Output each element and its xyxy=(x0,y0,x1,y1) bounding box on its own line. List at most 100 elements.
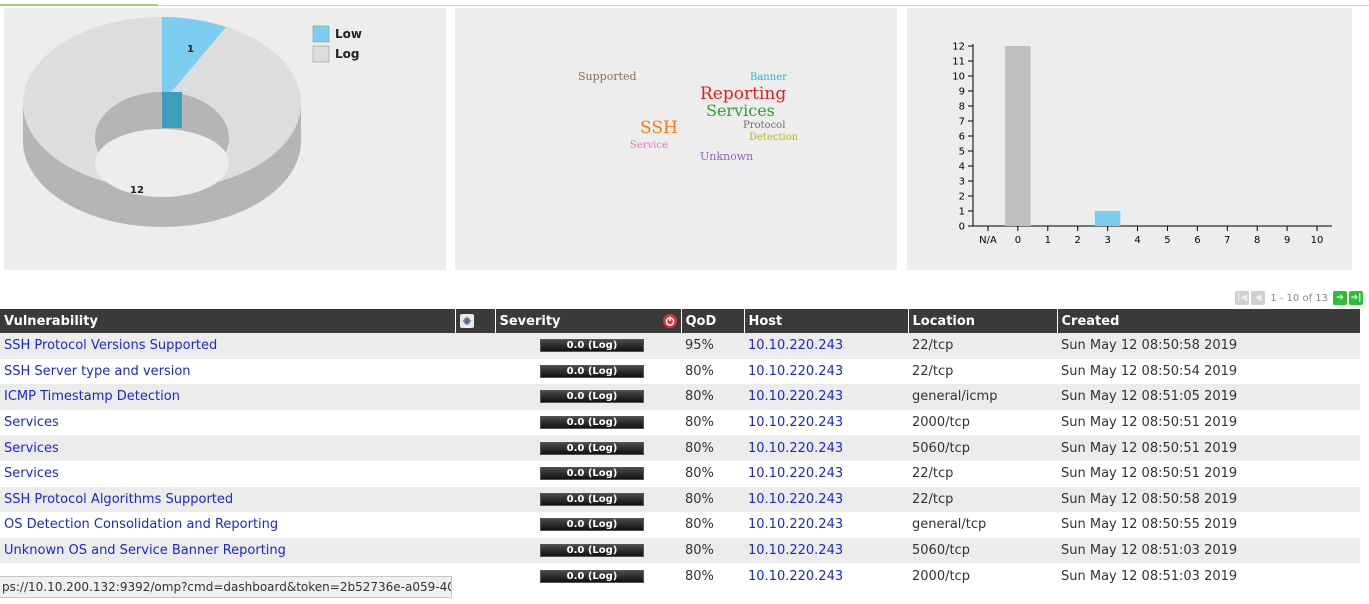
cell-vulnerability: Services xyxy=(0,409,455,436)
cell-qod: 80% xyxy=(681,460,744,487)
legend-swatch-low xyxy=(312,25,330,43)
vulnerability-link[interactable]: SSH Protocol Versions Supported xyxy=(4,338,218,354)
header-host[interactable]: Host xyxy=(744,309,909,333)
cell-created: Sun May 12 08:50:51 2019 xyxy=(1057,409,1360,436)
y-tick-label: 6 xyxy=(959,132,965,143)
cell-solution-type xyxy=(455,537,495,564)
table-row: SSH Protocol Versions Supported 0.0 (Log)… xyxy=(0,333,1360,359)
cell-location: 22/tcp xyxy=(908,460,1057,487)
x-tick-label: 6 xyxy=(1194,235,1200,246)
host-link[interactable]: 10.10.220.243 xyxy=(748,389,844,405)
vulnerability-link[interactable]: Services xyxy=(4,440,59,456)
x-tick-label: 8 xyxy=(1254,235,1260,246)
table-row: OS Detection Consolidation and Reporting… xyxy=(0,512,1360,538)
cell-solution-type xyxy=(455,486,495,513)
cell-location: 2000/tcp xyxy=(908,563,1057,589)
cell-vulnerability: Unknown OS and Service Banner Reporting xyxy=(0,537,455,564)
cell-severity: 0.0 (Log) xyxy=(495,460,681,487)
cell-host: 10.10.220.243 xyxy=(744,384,908,410)
cell-host: 10.10.220.243 xyxy=(744,563,908,589)
bar-0 xyxy=(1005,46,1031,226)
active-tab-indicator xyxy=(0,4,158,6)
y-tick-label: 0 xyxy=(959,222,965,233)
severity-donut-chart: 1 12 Low Log xyxy=(23,17,362,227)
cell-solution-type xyxy=(455,460,495,487)
cell-solution-type xyxy=(455,384,495,410)
cell-host: 10.10.220.243 xyxy=(744,435,908,461)
host-link[interactable]: 10.10.220.243 xyxy=(748,568,844,584)
vulnerability-link[interactable]: Unknown OS and Service Banner Reporting xyxy=(4,543,286,559)
cell-qod: 95% xyxy=(681,333,744,359)
table-row: Services 0.0 (Log) 80% 10.10.220.243 5060/tc… xyxy=(0,435,1360,461)
severity-bar: 0.0 (Log) xyxy=(540,416,644,430)
header-created[interactable]: Created xyxy=(1057,309,1361,333)
vulnerability-link[interactable]: Services xyxy=(4,466,59,482)
word-unknown: Unknown xyxy=(700,150,753,163)
cell-created: Sun May 12 08:50:58 2019 xyxy=(1057,333,1360,359)
y-tick-label: 12 xyxy=(952,42,965,53)
y-tick-label: 8 xyxy=(959,102,965,113)
cell-severity: 0.0 (Log) xyxy=(495,563,681,589)
vulnerability-link[interactable]: SSH Protocol Algorithms Supported xyxy=(4,491,234,507)
legend-label-log: Log xyxy=(335,47,359,61)
host-link[interactable]: 10.10.220.243 xyxy=(748,338,844,354)
cell-created: Sun May 12 08:51:05 2019 xyxy=(1057,384,1360,410)
host-link[interactable]: 10.10.220.243 xyxy=(748,440,844,456)
host-link[interactable]: 10.10.220.243 xyxy=(748,415,844,431)
word-services: Services xyxy=(706,101,775,120)
word-service: Service xyxy=(630,140,668,151)
header-location[interactable]: Location xyxy=(908,309,1058,333)
host-link[interactable]: 10.10.220.243 xyxy=(748,491,844,507)
cell-qod: 80% xyxy=(681,563,744,589)
host-link[interactable]: 10.10.220.243 xyxy=(748,543,844,559)
cell-vulnerability: SSH Server type and version xyxy=(0,358,455,385)
host-link[interactable]: 10.10.220.243 xyxy=(748,363,844,379)
y-tick-label: 3 xyxy=(959,177,965,188)
host-link[interactable]: 10.10.220.243 xyxy=(748,517,844,533)
severity-bar: 0.0 (Log) xyxy=(540,441,644,455)
last-page-button[interactable]: ➜| xyxy=(1349,291,1363,305)
y-tick-label: 7 xyxy=(959,117,965,128)
word-cloud-panel: Supported Banner Reporting Services SSH … xyxy=(455,8,897,270)
word-banner: Banner xyxy=(750,72,787,83)
x-tick-label: 1 xyxy=(1045,235,1051,246)
severity-bar: 0.0 (Log) xyxy=(540,544,644,558)
vulnerability-link[interactable]: Services xyxy=(4,415,59,431)
previous-page-button[interactable]: ◀ xyxy=(1251,291,1266,305)
severity-filter-icon[interactable] xyxy=(662,314,677,328)
cell-solution-type xyxy=(455,435,495,461)
cell-severity: 0.0 (Log) xyxy=(495,384,681,410)
header-qod[interactable]: QoD xyxy=(681,309,745,333)
vulnerability-link[interactable]: SSH Server type and version xyxy=(4,363,191,379)
cell-host: 10.10.220.243 xyxy=(744,486,908,513)
cvss-bar-chart-panel: 0 1 2 3 4 5 6 7 8 9 10 11 12 N/A 0 1 2 3 4 5 6 7 8 9 10 xyxy=(907,8,1352,270)
next-page-button[interactable]: ➜ xyxy=(1333,291,1347,305)
vulnerability-link[interactable]: ICMP Timestamp Detection xyxy=(4,389,180,405)
x-tick-label: 4 xyxy=(1134,235,1140,246)
results-table: Vulnerability Severity QoD Host Location… xyxy=(0,309,1361,589)
cell-location: 22/tcp xyxy=(908,358,1057,385)
word-protocol: Protocol xyxy=(743,120,785,131)
top-divider xyxy=(0,5,1369,6)
first-page-button[interactable]: |◀ xyxy=(1235,291,1250,305)
cell-location: 22/tcp xyxy=(908,333,1057,359)
header-solution-type xyxy=(455,309,496,333)
cell-qod: 80% xyxy=(681,435,744,461)
solution-type-icon xyxy=(459,314,474,328)
y-tick-label: 10 xyxy=(952,72,965,83)
cell-qod: 80% xyxy=(681,409,744,436)
host-link[interactable]: 10.10.220.243 xyxy=(748,466,844,482)
cell-vulnerability: OS Detection Consolidation and Reporting xyxy=(0,512,455,538)
vulnerability-link[interactable]: OS Detection Consolidation and Reporting xyxy=(4,517,279,533)
donut-low-value: 1 xyxy=(187,44,194,55)
header-vulnerability[interactable]: Vulnerability xyxy=(0,309,456,333)
header-severity[interactable]: Severity xyxy=(495,309,682,333)
x-tick-label: 7 xyxy=(1224,235,1230,246)
severity-bar: 0.0 (Log) xyxy=(540,364,644,378)
cell-created: Sun May 12 08:51:03 2019 xyxy=(1057,563,1360,589)
cell-vulnerability: SSH Protocol Algorithms Supported xyxy=(0,486,455,513)
legend-swatch-log xyxy=(312,45,330,63)
cell-vulnerability: Services xyxy=(0,460,455,487)
donut-side-wall xyxy=(23,103,301,227)
y-tick-label: 4 xyxy=(959,162,965,173)
